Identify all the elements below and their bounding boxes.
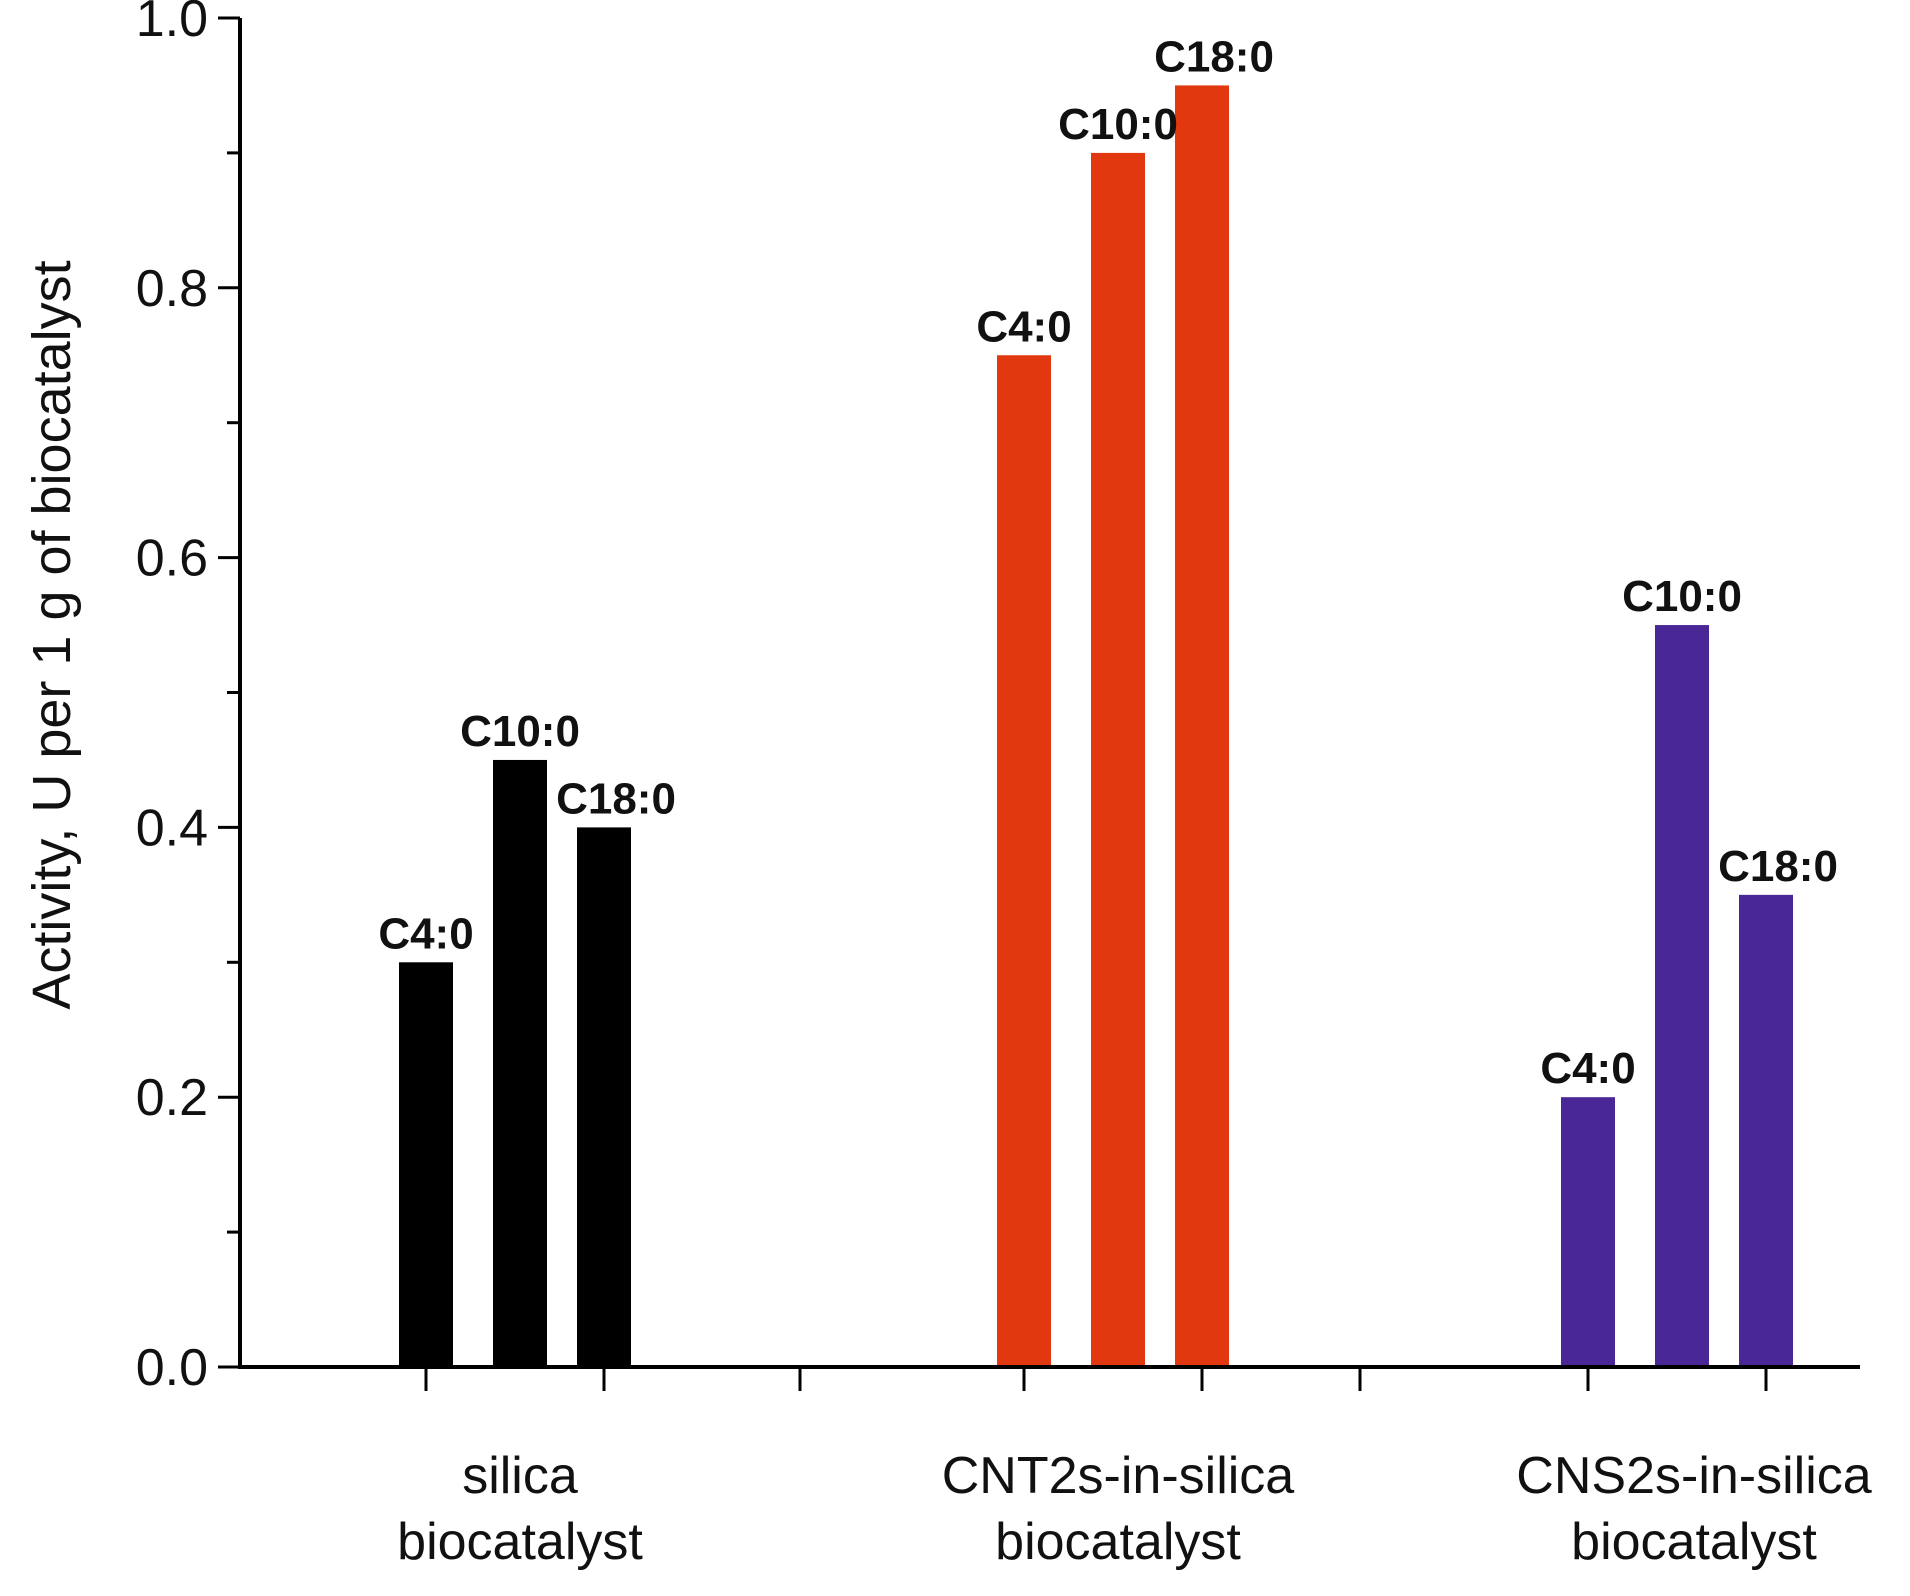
- bar-data-label: C10:0: [460, 707, 580, 756]
- category-label: CNT2s-in-silica: [942, 1447, 1295, 1505]
- category-label: biocatalyst: [397, 1513, 643, 1571]
- bar-data-label: C10:0: [1622, 572, 1742, 621]
- bar-3-2: [1655, 625, 1709, 1367]
- axes-layer: 0.0 0.2 0.4 0.6 0.8 1.0: [136, 0, 1860, 1397]
- bar-data-label: C18:0: [1154, 32, 1274, 81]
- bar-data-label: C10:0: [1058, 100, 1178, 149]
- y-tick-label: 0.0: [136, 1339, 208, 1397]
- category-label: biocatalyst: [995, 1513, 1241, 1571]
- bar-3-3: [1739, 894, 1793, 1367]
- y-tick-label: 0.8: [136, 260, 208, 318]
- bar-data-label: C4:0: [378, 909, 473, 958]
- bar-2-3: [1175, 85, 1229, 1368]
- y-tick-label: 1.0: [136, 0, 208, 48]
- category-label: CNS2s-in-silica: [1516, 1447, 1871, 1505]
- category-label: biocatalyst: [1571, 1513, 1817, 1571]
- y-axis-title: Activity, U per 1 g of biocatalyst: [22, 260, 82, 1009]
- bar-1-1: [399, 962, 453, 1367]
- bar-2-1: [997, 355, 1051, 1367]
- bar-data-label: C4:0: [1540, 1044, 1635, 1093]
- y-tick-label: 0.6: [136, 530, 208, 588]
- bar-data-label: C18:0: [1718, 842, 1838, 891]
- bar-1-3: [577, 827, 631, 1367]
- bar-data-label: C4:0: [976, 302, 1071, 351]
- bar-1-2: [493, 759, 547, 1367]
- y-tick-label: 0.4: [136, 799, 208, 857]
- bar-3-1: [1561, 1097, 1615, 1367]
- bars-layer: [399, 85, 1793, 1368]
- bar-2-2: [1091, 152, 1145, 1367]
- category-label: silica: [462, 1447, 578, 1505]
- bar-data-label: C18:0: [556, 774, 676, 823]
- y-tick-label: 0.2: [136, 1069, 208, 1127]
- labels-layer: C4:0 C10:0 C18:0 silica biocatalyst C4:0 C10:0…: [378, 32, 1871, 1571]
